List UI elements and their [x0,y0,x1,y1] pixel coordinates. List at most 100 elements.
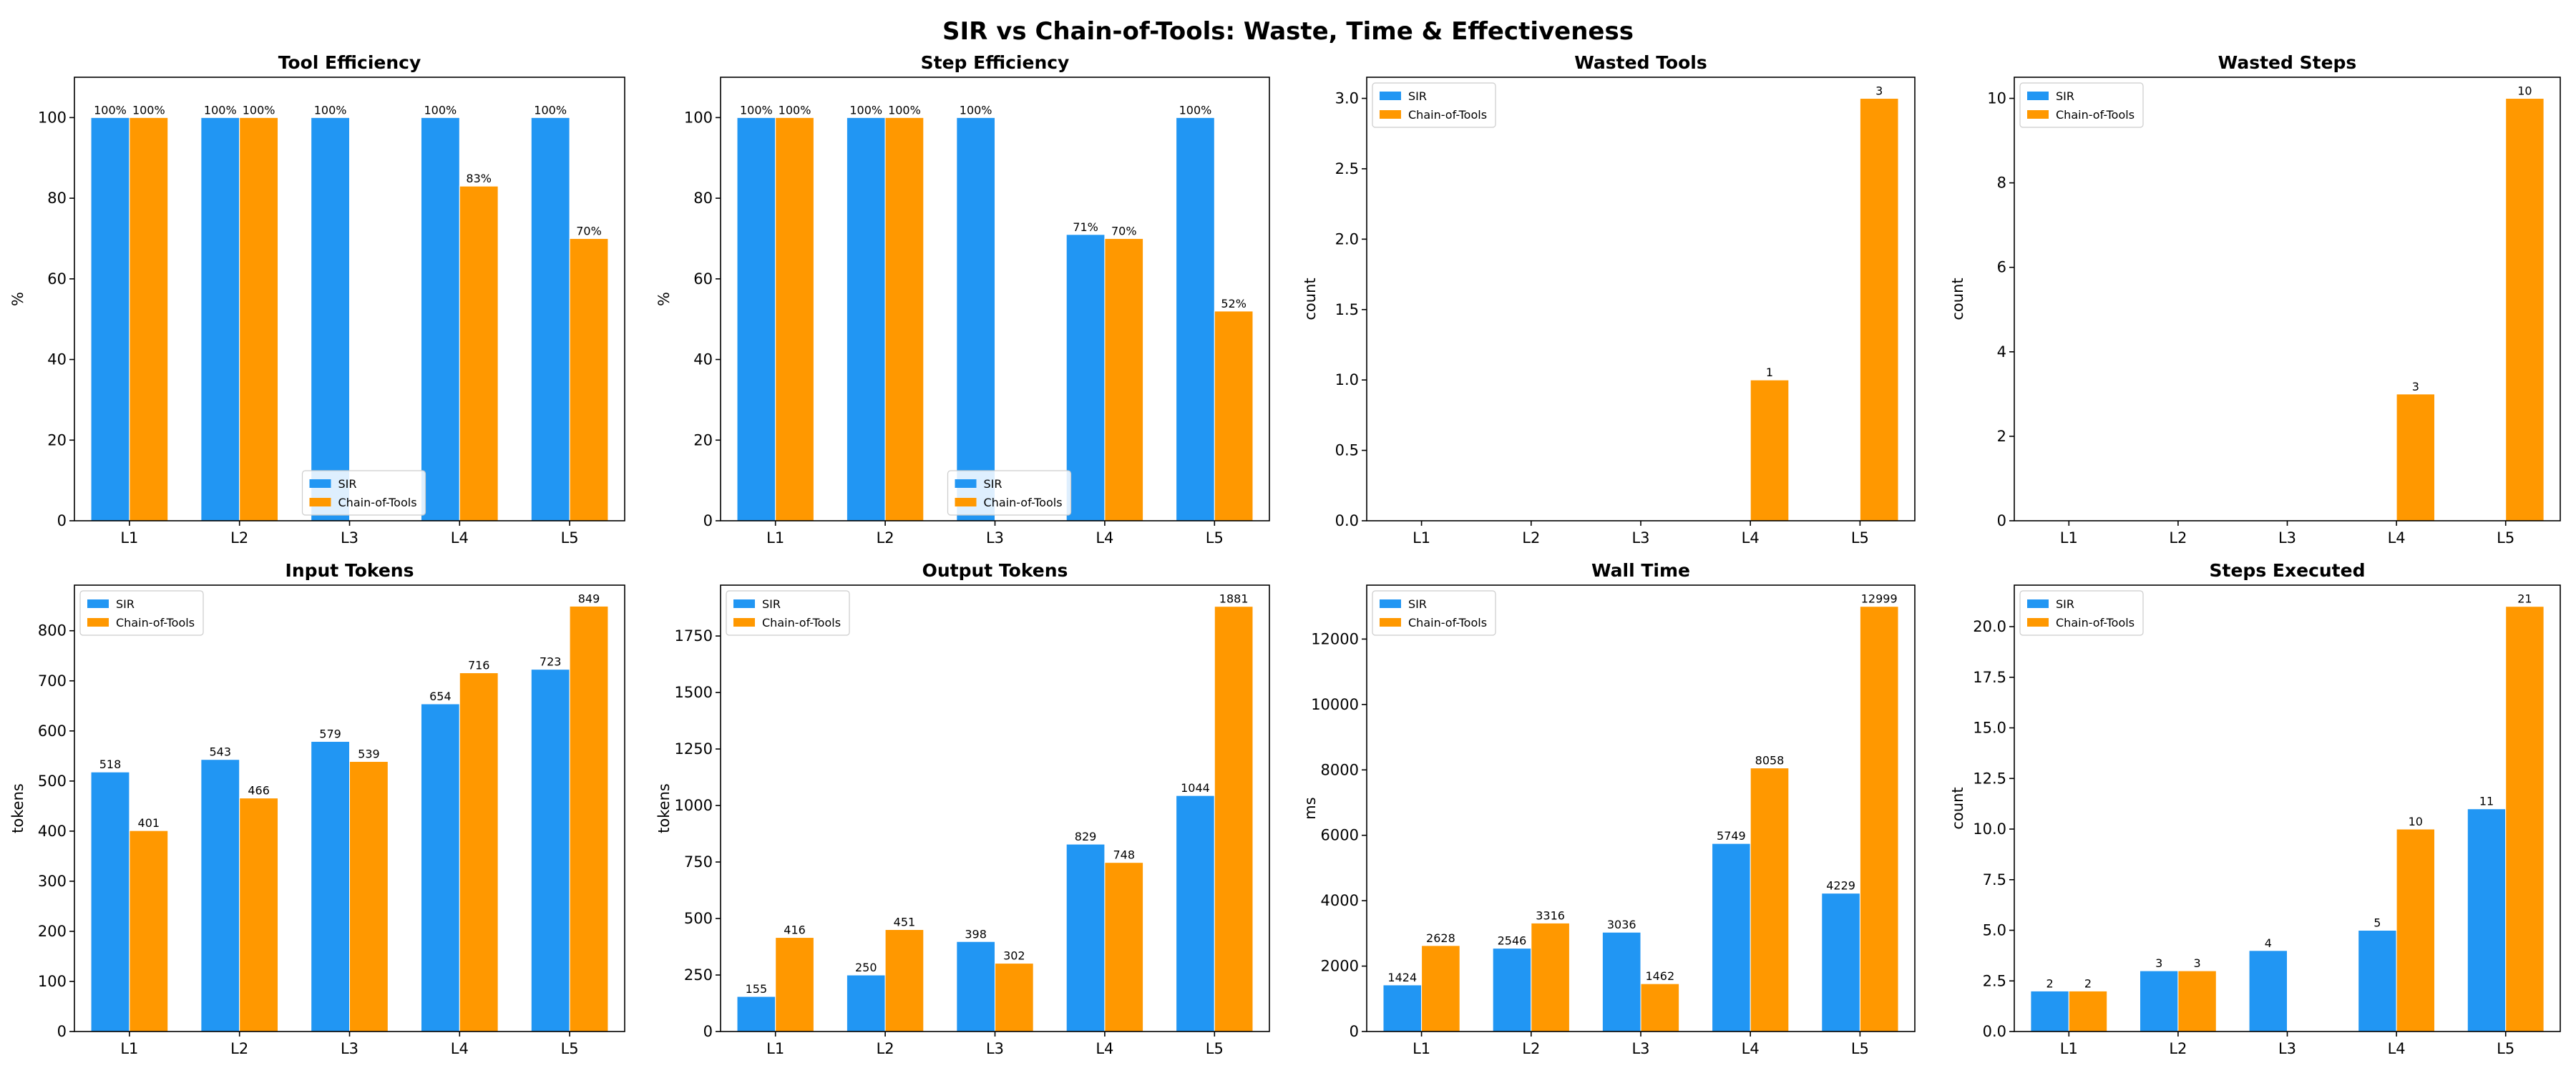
panel-input-tokens-data-label: 401 [138,816,160,830]
panel-output-tokens-y-tick-label: 250 [684,966,713,984]
panel-tool-efficiency-bar-chain-of-tools-l1 [129,117,169,521]
panel-input-tokens-data-label: 543 [210,745,232,759]
panel-output-tokens-bar-sir-l5 [1176,795,1215,1032]
panel-output-tokens-data-label: 1044 [1181,781,1210,795]
panel-steps-executed-y-tick-label: 2.5 [1983,972,2006,989]
panel-wall-time-legend: SIR Chain-of-Tools [1372,590,1496,636]
panel-wall-time-legend-box [1372,590,1496,636]
panel-wasted-steps-legend-label-sir: SIR [2056,89,2074,103]
panel-steps-executed-axes-frame [2014,584,2561,1032]
panel-step-efficiency-bar-chain-of-tools-l4 [1104,237,1144,521]
panel-input-tokens-x-tick-label: L5 [561,1040,579,1057]
panel-wall-time-bar-sir-l1 [1382,984,1423,1032]
panel-input-tokens-y-tick-label: 800 [38,622,67,640]
panel-steps-executed-y-axis-label: count [1949,787,1966,829]
panel-wasted-steps-x-tick-label: L2 [2169,529,2187,547]
panel-step-efficiency-bar-sir-l1 [736,117,776,521]
panel-input-tokens-x-tick-label: L4 [451,1040,469,1057]
panel-input-tokens-title: Input Tokens [286,560,414,581]
panel-wasted-tools-data-label: 1 [1766,366,1773,379]
panel-tool-efficiency-legend-swatch-sir [309,479,331,488]
panel-step-efficiency-axes-frame [720,77,1270,521]
panel-output-tokens-bar-sir-l1 [736,996,776,1032]
panel-input-tokens-y-tick-label: 500 [38,773,67,790]
panel-steps-executed-x-tick-label: L3 [2278,1040,2296,1057]
panel-tool-efficiency-bar-sir-l2 [200,117,240,521]
panel-output-tokens-data-label: 748 [1113,848,1135,862]
panel-wall-time-y-tick-label: 4000 [1321,892,1359,909]
panel-wasted-steps-bar-chain-of-tools-l4 [2396,393,2436,521]
panel-wasted-steps-legend: SIR Chain-of-Tools [2019,82,2144,128]
panel-output-tokens-x-tick-label: L5 [1206,1040,1224,1057]
panel-tool-efficiency-legend-label-chain-of-tools: Chain-of-Tools [338,496,417,509]
panel-wasted-tools-y-tick-label: 0.5 [1335,442,1359,459]
panel-input-tokens-y-tick-label: 100 [38,973,67,990]
panel-wasted-steps-legend-swatch-sir [2027,92,2049,100]
panel-tool-efficiency-data-label: 70% [576,224,602,237]
panel-wasted-tools-axes-frame [1366,77,1916,521]
panel-tool-efficiency-data-label: 100% [424,103,457,117]
panel-wasted-tools-y-tick-label: 1.5 [1335,301,1359,318]
panel-steps-executed-bar-sir-l1 [2030,990,2069,1032]
panel-wasted-steps-y-tick-label: 6 [1997,259,2006,276]
panel-steps-executed-legend-label-sir: SIR [2056,597,2074,611]
panel-tool-efficiency-y-tick-label: 80 [47,190,67,207]
panel-step-efficiency-legend-swatch-sir [955,479,977,488]
panel-wall-time-title: Wall Time [1591,560,1690,581]
panel-output-tokens-y-tick-label: 500 [684,910,713,927]
panel-output-tokens-y-tick-label: 1000 [675,797,713,814]
panel-step-efficiency: Step Efficiency% 0 20 40 60 80 100 100% 100% L1 10… [655,52,1270,547]
panel-step-efficiency-bar-chain-of-tools-l2 [884,117,924,521]
panel-input-tokens-legend: SIR Chain-of-Tools [79,590,204,636]
panel-steps-executed-bar-chain-of-tools-l5 [2505,606,2545,1032]
panel-step-efficiency-x-tick-label: L1 [766,529,784,547]
panel-steps-executed-legend-box [2019,590,2144,636]
panel-output-tokens-bar-chain-of-tools-l5 [1214,606,1254,1032]
panel-input-tokens-bar-chain-of-tools-l4 [459,672,499,1032]
panel-input-tokens-y-tick-label: 600 [38,722,67,740]
panel-input-tokens-data-label: 716 [468,659,490,672]
panel-steps-executed-bar-sir-l3 [2248,950,2288,1032]
panel-step-efficiency-data-label: 52% [1221,297,1246,310]
panel-input-tokens-bar-sir-l1 [90,771,130,1032]
panel-step-efficiency-bar-sir-l2 [846,117,886,521]
figure-title: SIR vs Chain-of-Tools: Waste, Time & Eff… [942,17,1634,46]
panel-input-tokens-axes-frame [74,584,625,1032]
panel-steps-executed-x-tick-label: L2 [2169,1040,2187,1057]
panel-steps-executed-bar-chain-of-tools-l1 [2068,990,2108,1032]
panel-tool-efficiency-x-tick-label: L3 [341,529,358,547]
panel-step-efficiency-bar-sir-l3 [956,117,996,521]
panel-tool-efficiency-data-label: 100% [204,103,237,117]
panel-wall-time-bar-sir-l4 [1712,843,1751,1032]
panel-wasted-tools-y-tick-label: 1.0 [1335,371,1359,388]
panel-wasted-tools-x-tick-label: L1 [1413,529,1430,547]
panel-input-tokens-data-label: 466 [248,784,270,798]
panel-wall-time-y-axis-label: ms [1302,797,1319,819]
panel-wall-time-y-tick-label: 0 [1350,1023,1359,1040]
panel-input-tokens-bar-chain-of-tools-l5 [569,605,609,1032]
panel-tool-efficiency-y-tick-label: 40 [47,351,67,368]
panel-step-efficiency-y-tick-label: 20 [693,431,713,449]
panel-wall-time-x-tick-label: L4 [1742,1040,1760,1057]
panel-wall-time-bar-sir-l2 [1492,948,1532,1032]
panel-wasted-tools-x-tick-label: L3 [1631,529,1649,547]
panel-output-tokens-legend-label-sir: SIR [762,597,781,611]
panel-output-tokens-y-tick-label: 0 [703,1023,713,1040]
panel-step-efficiency-data-label: 100% [960,103,992,117]
panel-wasted-steps-legend-label-chain-of-tools: Chain-of-Tools [2056,108,2135,122]
panel-steps-executed-bar-sir-l4 [2358,930,2397,1032]
panel-output-tokens-data-label: 250 [855,961,877,974]
panel-steps-executed: Steps Executed count 0.0 2.5 5.0 7.5 10.0 12.5 1… [1949,560,2561,1057]
panel-step-efficiency-x-tick-label: L5 [1206,529,1224,547]
panel-output-tokens-data-label: 451 [894,916,916,929]
panel-input-tokens-data-label: 579 [319,727,341,741]
panel-wasted-tools-y-tick-label: 2.0 [1335,230,1359,248]
panel-wall-time-bar-chain-of-tools-l5 [1859,606,1899,1032]
panel-tool-efficiency-y-tick-label: 0 [57,512,67,529]
panel-output-tokens-bar-chain-of-tools-l3 [995,963,1034,1032]
panel-wall-time-x-tick-label: L5 [1851,1040,1869,1057]
panel-output-tokens-axes-frame [720,584,1270,1032]
panel-tool-efficiency-bar-sir-l3 [311,117,351,521]
panel-input-tokens-data-label: 654 [429,690,452,703]
